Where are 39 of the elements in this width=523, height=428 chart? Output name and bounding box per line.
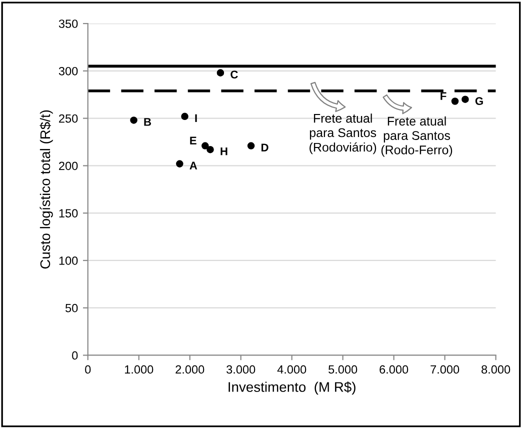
x-axis-title: Investimento (M R$) — [228, 382, 356, 395]
data-label: B — [144, 118, 151, 126]
annotation: Frete atual para Santos (Rodoviário) — [310, 114, 376, 154]
x-tick-label: 1.000 — [124, 365, 154, 374]
data-label: E — [190, 136, 196, 144]
data-label: H — [220, 147, 228, 156]
data-label: A — [190, 162, 198, 170]
y-tick-label: 50 — [65, 304, 78, 312]
data-label: F — [440, 92, 446, 100]
y-tick-label: 100 — [59, 256, 78, 265]
y-tick-label: 300 — [58, 66, 78, 76]
y-tick-label: 0 — [72, 351, 78, 360]
x-tick-label: 8.000 — [482, 365, 510, 374]
y-axis-title: Custo logístico total (R$/t) — [40, 110, 53, 269]
point — [206, 146, 214, 154]
point — [130, 116, 138, 124]
y-tick-label: 150 — [59, 209, 78, 218]
annotation: Frete atual para Santos (Rodo-Ferro) — [381, 116, 452, 157]
point — [216, 69, 224, 76]
point — [462, 96, 469, 103]
data-label: G — [475, 97, 483, 106]
data-label: C — [230, 70, 238, 78]
y-tick-label: 350 — [58, 20, 78, 28]
point — [181, 112, 188, 120]
x-tick-label: 3.000 — [226, 365, 256, 374]
x-tick-label: 5.000 — [328, 365, 358, 374]
x-tick-label: 7.000 — [430, 365, 460, 374]
y-tick-label: 200 — [59, 162, 78, 170]
point — [176, 160, 184, 168]
point — [451, 98, 459, 105]
x-tick-label: 0 — [85, 365, 91, 374]
data-label: I — [195, 114, 197, 122]
point — [202, 142, 209, 150]
x-tick-label: 2.000 — [176, 365, 204, 374]
x-tick-label: 6.000 — [380, 365, 408, 374]
x-tick-label: 4.000 — [277, 365, 306, 374]
data-label: D — [262, 144, 268, 152]
point — [247, 142, 255, 150]
y-tick-label: 250 — [59, 114, 78, 123]
